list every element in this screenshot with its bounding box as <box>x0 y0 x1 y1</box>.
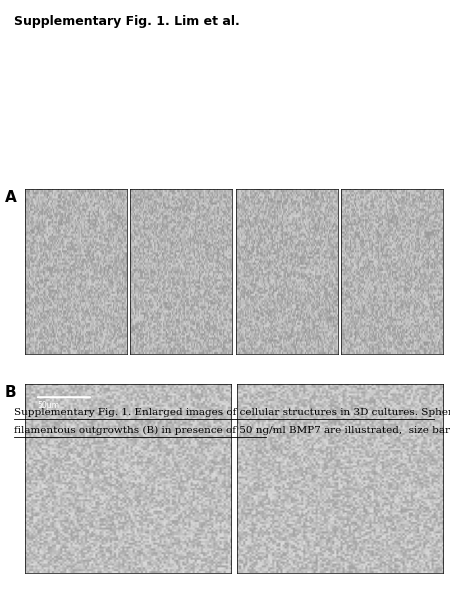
Text: filamentous outgrowths (B) in presence of 50 ng/ml BMP7 are illustrated,  size b: filamentous outgrowths (B) in presence o… <box>14 426 450 435</box>
Text: Supplementary Fig. 1. Enlarged images of cellular structures in 3D cultures. Sph: Supplementary Fig. 1. Enlarged images of… <box>14 408 450 417</box>
Text: A: A <box>4 190 16 205</box>
Text: B: B <box>4 385 16 400</box>
Text: 50μm: 50μm <box>37 401 59 410</box>
Text: Supplementary Fig. 1. Lim et al.: Supplementary Fig. 1. Lim et al. <box>14 15 239 28</box>
